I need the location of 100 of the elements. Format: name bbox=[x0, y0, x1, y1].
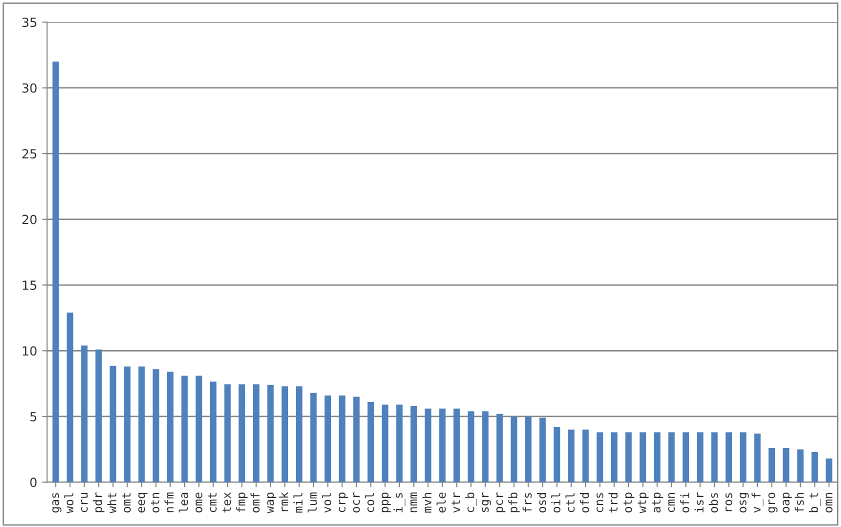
y-tick-label: 5 bbox=[30, 412, 36, 422]
bar bbox=[582, 430, 589, 482]
bar bbox=[510, 416, 518, 482]
x-tick-label: gas bbox=[52, 493, 62, 513]
bar bbox=[568, 430, 574, 482]
x-tick-label: ele bbox=[436, 492, 446, 513]
bar bbox=[640, 432, 646, 482]
bar bbox=[625, 432, 632, 482]
x-tick-label: fmp bbox=[236, 492, 248, 512]
bar bbox=[482, 411, 489, 482]
x-tick-label: isr bbox=[694, 492, 704, 512]
x-tick-label: fsh bbox=[794, 492, 804, 512]
x-tick-label: oap bbox=[782, 492, 792, 512]
x-tick-label: cns bbox=[596, 493, 604, 512]
bar bbox=[611, 432, 618, 482]
bar bbox=[682, 432, 690, 482]
x-tick-label: cru bbox=[81, 492, 88, 512]
bar bbox=[496, 414, 503, 482]
bar bbox=[252, 384, 260, 482]
bar bbox=[338, 395, 346, 482]
x-tick-label: gro bbox=[768, 492, 778, 513]
bar bbox=[167, 372, 174, 482]
x-tick-label: otn bbox=[150, 492, 160, 512]
x-tick-label: ctl bbox=[566, 493, 575, 512]
x-tick-label: v_f bbox=[752, 492, 764, 513]
x-tick-label: atp bbox=[652, 492, 663, 512]
bar bbox=[196, 376, 202, 482]
x-tick-label: vol bbox=[322, 493, 332, 513]
bar bbox=[296, 386, 302, 482]
x-tick-label: ofd bbox=[580, 493, 590, 512]
bar bbox=[812, 452, 818, 482]
bar bbox=[396, 404, 403, 482]
x-tick-label: omf bbox=[250, 492, 260, 512]
x-tick-label: cmt bbox=[208, 493, 217, 512]
bar bbox=[539, 418, 546, 482]
bar bbox=[210, 382, 216, 482]
x-tick-label: cmn bbox=[668, 492, 675, 512]
x-tick-label: otp bbox=[624, 492, 634, 512]
bar bbox=[81, 346, 88, 482]
bar bbox=[711, 432, 718, 482]
bar bbox=[726, 432, 732, 482]
y-tick-label: 25 bbox=[22, 149, 36, 159]
x-tick-label: oil bbox=[551, 493, 560, 512]
x-tick-label: wht bbox=[107, 493, 116, 514]
bar bbox=[797, 449, 804, 482]
x-tick-label: c_b bbox=[465, 492, 477, 512]
x-tick-label: lea bbox=[178, 492, 188, 512]
x-tick-label: col bbox=[365, 493, 374, 512]
x-tick-label: osd bbox=[536, 493, 546, 512]
bar bbox=[754, 434, 761, 482]
bar bbox=[152, 369, 160, 482]
x-tick-label: eeq bbox=[138, 492, 148, 513]
bar bbox=[110, 366, 116, 482]
bar bbox=[66, 312, 74, 482]
x-tick-label: sgr bbox=[482, 492, 492, 512]
x-tick-label: pfb bbox=[508, 492, 520, 512]
bar bbox=[267, 384, 274, 482]
y-tick-label: 20 bbox=[22, 214, 37, 224]
bar bbox=[554, 426, 560, 482]
bar bbox=[654, 432, 660, 482]
x-tick-label: ofi bbox=[680, 492, 690, 512]
x-tick-label: omn bbox=[826, 492, 832, 512]
bar bbox=[224, 384, 231, 482]
y-tick-label: 0 bbox=[30, 478, 37, 488]
bar bbox=[282, 386, 288, 482]
bar bbox=[782, 448, 790, 482]
bar bbox=[382, 404, 388, 482]
bar bbox=[124, 366, 131, 482]
x-tick-label: pdr bbox=[92, 492, 104, 512]
bar bbox=[181, 376, 188, 482]
bar bbox=[310, 392, 317, 482]
bar bbox=[52, 62, 59, 482]
y-tick-label: 30 bbox=[22, 83, 37, 93]
x-tick-label: obs bbox=[708, 493, 718, 512]
y-tick-label: 10 bbox=[22, 346, 37, 356]
x-tick-label: nmm bbox=[410, 492, 418, 512]
x-tick-label: mvh bbox=[422, 492, 432, 513]
x-tick-label: rmk bbox=[279, 492, 288, 512]
bar bbox=[368, 402, 374, 482]
bar bbox=[696, 432, 704, 482]
x-tick-label: lum bbox=[308, 492, 317, 512]
bar bbox=[138, 366, 145, 482]
x-tick-label: frs bbox=[522, 493, 532, 512]
x-tick-label: pcr bbox=[496, 492, 506, 512]
bar bbox=[439, 408, 446, 482]
y-tick-label: 15 bbox=[22, 280, 36, 290]
x-tick-label: b_t bbox=[808, 493, 821, 512]
x-tick-label: wap bbox=[267, 492, 276, 514]
bar bbox=[95, 349, 102, 482]
x-tick-label: ppp bbox=[382, 492, 391, 512]
x-tick-label: ros bbox=[725, 493, 732, 512]
x-tick-label: trd bbox=[608, 493, 618, 512]
bar bbox=[768, 448, 775, 482]
x-tick-label: wtp bbox=[638, 492, 649, 514]
bar bbox=[453, 408, 460, 482]
bar bbox=[353, 396, 360, 482]
x-tick-label: crp bbox=[338, 492, 348, 512]
x-tick-label: i_s bbox=[394, 493, 406, 512]
x-tick-label: ocr bbox=[353, 492, 360, 512]
x-tick-label: osg bbox=[740, 493, 749, 512]
